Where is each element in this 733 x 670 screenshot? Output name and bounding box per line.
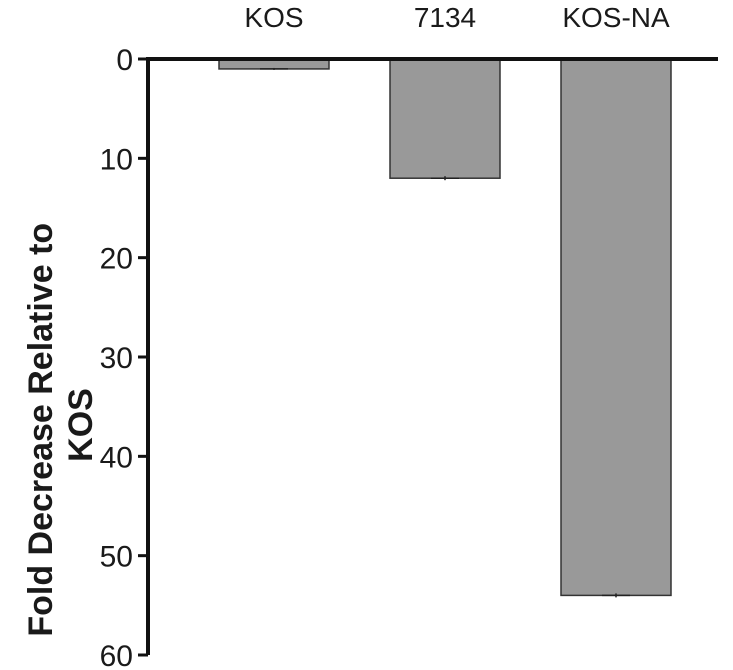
- y-tick-label: 30: [100, 342, 133, 375]
- y-tick-label: 60: [100, 640, 133, 670]
- category-labels-group: KOS 7134 KOS-NA: [244, 2, 670, 33]
- bars-group: [218, 58, 672, 597]
- y-axis-title-line-2: KOS: [62, 388, 100, 462]
- y-axis-title: Fold Decrease Relative to KOS: [22, 213, 100, 636]
- category-label-kos-na: KOS-NA: [562, 2, 670, 33]
- y-tick-label: 40: [100, 441, 133, 474]
- bar-kos-na: [560, 58, 672, 597]
- y-axis-title-line-1: Fold Decrease Relative to: [22, 223, 60, 637]
- y-tick-label: 10: [100, 143, 133, 176]
- category-label-kos: KOS: [244, 2, 303, 33]
- error-bars-group: [260, 67, 630, 598]
- y-tick-label: 0: [116, 44, 133, 77]
- category-label-7134: 7134: [414, 2, 476, 33]
- y-tick-label: 20: [100, 243, 133, 276]
- y-tick-label: 50: [100, 541, 133, 574]
- bar-7134: [389, 58, 501, 179]
- y-ticks-group: 0 10 20 30 40 50 60: [100, 44, 148, 670]
